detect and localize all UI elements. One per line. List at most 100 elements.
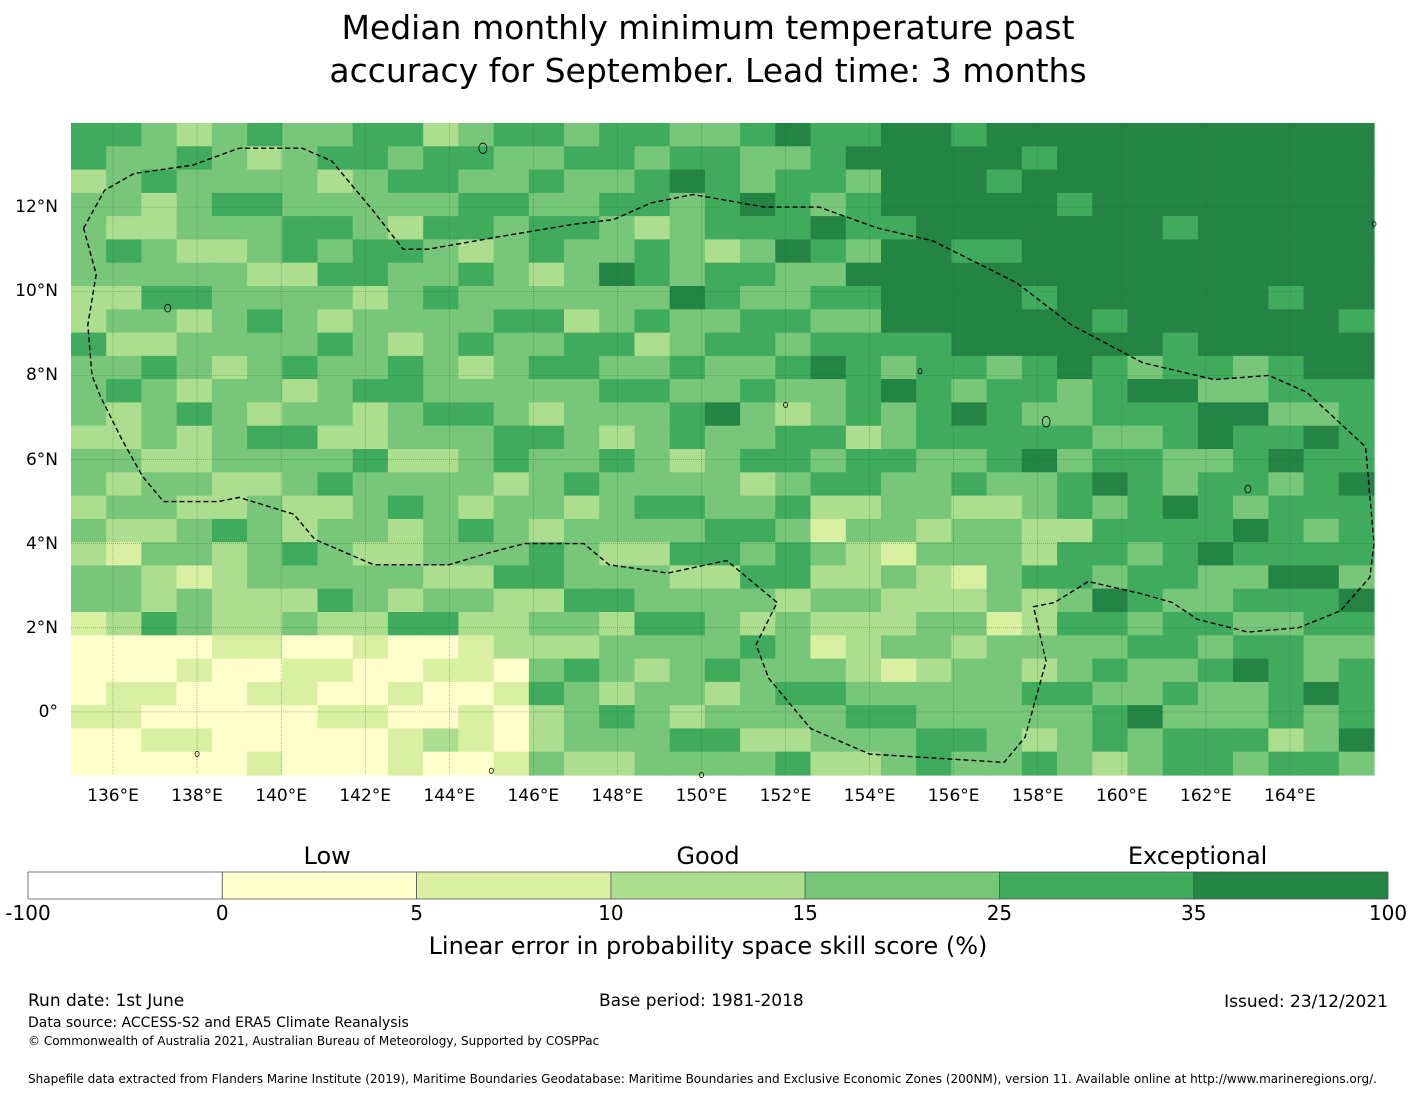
heatmap-cell (352, 681, 389, 706)
heatmap-cell (352, 751, 389, 776)
heatmap-cell (1197, 146, 1234, 171)
heatmap-cell (740, 379, 776, 403)
colorbar-bin (999, 871, 1195, 900)
heatmap-cell (986, 169, 1023, 194)
heatmap-cell (564, 658, 600, 683)
heatmap-cell (669, 658, 706, 683)
heatmap-cell (740, 635, 776, 660)
heatmap-cell (740, 402, 776, 427)
heatmap-cell (247, 169, 283, 194)
map-gridlines (71, 123, 1374, 775)
heatmap-cell (387, 565, 424, 590)
heatmap-cell (951, 635, 988, 660)
heatmap-cell (1303, 216, 1340, 240)
heatmap-cell (704, 751, 741, 776)
heatmap-cell (141, 495, 178, 520)
heatmap-cell (528, 612, 565, 636)
heatmap-cell (1233, 472, 1269, 497)
heatmap-cell (1092, 425, 1129, 450)
heatmap-cell (1268, 239, 1305, 264)
heatmap-cell (810, 472, 847, 497)
heatmap-cell (775, 728, 812, 753)
heatmap-cell (106, 169, 142, 194)
heatmap-cell (352, 355, 389, 380)
heatmap-cell (1127, 123, 1164, 147)
heatmap-cell (740, 472, 776, 497)
heatmap-cell (141, 332, 178, 357)
heatmap-cell (740, 286, 776, 310)
heatmap-cell (775, 635, 812, 660)
heatmap-cell (1162, 565, 1199, 590)
heatmap-cell (1021, 495, 1058, 520)
heatmap-cell (282, 495, 319, 520)
heatmap-cell (387, 518, 424, 543)
heatmap-cell (106, 658, 142, 683)
heatmap-cell (1057, 379, 1093, 403)
heatmap-cell (458, 262, 495, 287)
heatmap-cell (704, 192, 741, 217)
heatmap-cell (387, 681, 424, 706)
heatmap-cell (775, 262, 812, 287)
heatmap-cell (916, 728, 952, 753)
heatmap-cell (106, 518, 142, 543)
heatmap-cell (881, 192, 917, 217)
heatmap-cell (1268, 518, 1305, 543)
heatmap-cell (1303, 588, 1340, 613)
heatmap-cell (423, 192, 459, 217)
heatmap-cell (775, 425, 812, 450)
heatmap-cell (106, 123, 142, 147)
heatmap-cell (1057, 332, 1093, 357)
heatmap-cell (71, 123, 107, 147)
heatmap-cell (986, 449, 1023, 473)
heatmap-cell (1021, 542, 1058, 566)
heatmap-cell (1021, 239, 1058, 264)
heatmap-cell (176, 425, 213, 450)
heatmap-cell (1338, 658, 1375, 683)
heatmap-cell (71, 472, 107, 497)
heatmap-cell (1021, 612, 1058, 636)
heatmap-cell (317, 542, 354, 566)
heatmap-cell (1233, 518, 1269, 543)
heatmap-cell (881, 216, 917, 240)
heatmap-cell (141, 379, 178, 403)
heatmap-cell (423, 588, 459, 613)
heatmap-cell (528, 332, 565, 357)
heatmap-cell (1162, 728, 1199, 753)
heatmap-cell (387, 309, 424, 334)
heatmap-cell (1338, 705, 1375, 729)
heatmap-cell (458, 123, 495, 147)
heatmap-cell (951, 286, 988, 310)
heatmap-cell (1338, 123, 1375, 147)
base-period: Base period: 1981-2018 (599, 991, 804, 1011)
heatmap-cell (564, 635, 600, 660)
heatmap-cell (71, 262, 107, 287)
heatmap-cell (564, 216, 600, 240)
heatmap-cell (916, 612, 952, 636)
heatmap-cell (599, 286, 635, 310)
heatmap-cell (951, 681, 988, 706)
heatmap-cell (141, 425, 178, 450)
heatmap-cell (458, 518, 495, 543)
heatmap-cell (669, 379, 706, 403)
heatmap-cell (881, 542, 917, 566)
heatmap-cell (916, 402, 952, 427)
heatmap-cell (282, 332, 319, 357)
heatmap-cell (845, 449, 882, 473)
heatmap-cell (564, 449, 600, 473)
heatmap-cell (740, 169, 776, 194)
heatmap-cell (1092, 658, 1129, 683)
heatmap-cell (634, 355, 671, 380)
heatmap-cell (916, 286, 952, 310)
heatmap-cell (423, 123, 459, 147)
heatmap-cell (740, 751, 776, 776)
heatmap-cell (599, 449, 635, 473)
heatmap-cell (1338, 425, 1375, 450)
heatmap-cell (211, 705, 248, 729)
heatmap-cell (176, 588, 213, 613)
heatmap-cell (775, 355, 812, 380)
heatmap-cell (458, 216, 495, 240)
heatmap-cell (1268, 472, 1305, 497)
island-outline (1041, 416, 1051, 428)
heatmap-cell (387, 169, 424, 194)
heatmap-cell (247, 216, 283, 240)
